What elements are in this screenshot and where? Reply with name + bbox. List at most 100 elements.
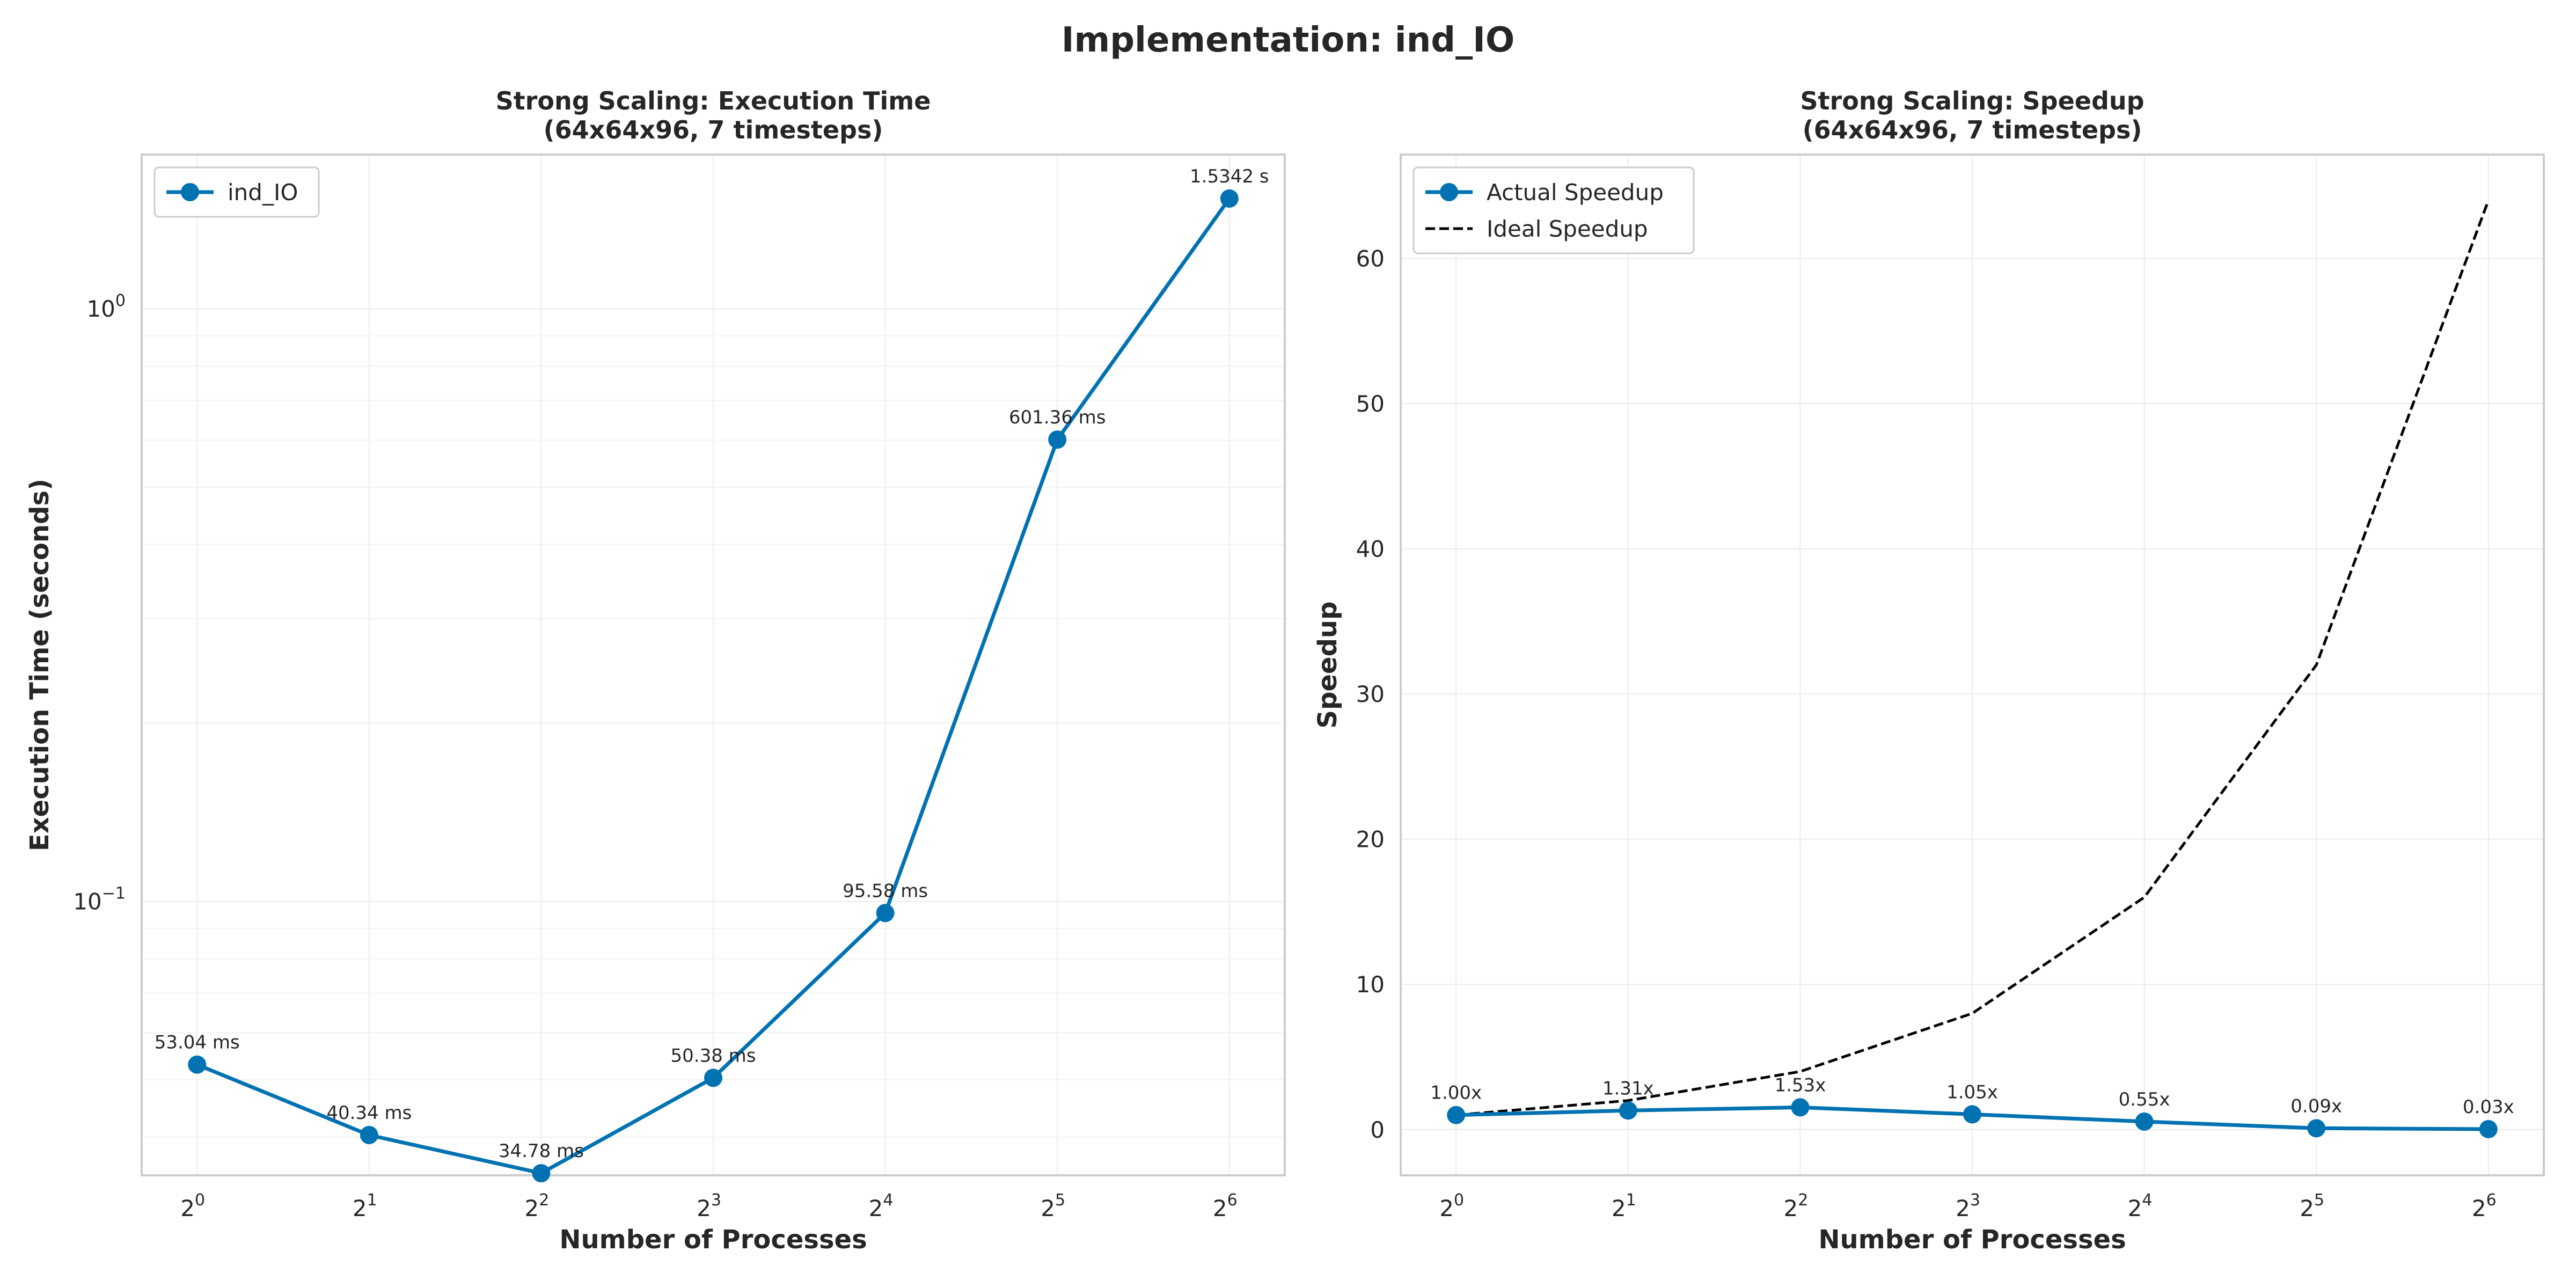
data-label: 50.38 ms — [671, 1045, 756, 1066]
x-tick-label: 26 — [2472, 1191, 2497, 1221]
data-label: 1.5342 s — [1190, 166, 1269, 187]
x-tick-label-exponent: 1 — [1626, 1191, 1636, 1210]
x-tick-label-base: 2 — [1783, 1195, 1798, 1221]
plot-frame — [1400, 153, 2545, 1176]
speedup-chart: Strong Scaling: Speedup(64x64x96, 7 time… — [1313, 86, 2545, 1255]
legend: Actual Speedup Ideal Speedup — [1413, 166, 1695, 254]
y-tick-label: 10−1 — [73, 884, 126, 915]
x-tick-label-base: 2 — [1612, 1195, 1626, 1221]
legend-entry: Actual Speedup — [1487, 179, 1664, 206]
x-tick-label: 24 — [2128, 1191, 2153, 1221]
data-label: 1.53x — [1774, 1074, 1826, 1096]
series-1 — [1455, 200, 2490, 1117]
legend-entry: ind_IO — [228, 179, 298, 206]
x-tick-label-exponent: 3 — [1970, 1191, 1980, 1210]
y-tick-label: 20 — [1356, 826, 1385, 853]
data-point — [1048, 430, 1067, 449]
x-tick-label-exponent: 0 — [195, 1191, 205, 1210]
data-label: 34.78 ms — [499, 1140, 584, 1162]
data-point — [876, 904, 895, 923]
legend: ind_IO — [153, 166, 320, 218]
data-point — [704, 1069, 722, 1087]
y-tick-label-base: 10 — [73, 889, 101, 915]
ideal-speedup-line — [1455, 200, 2490, 1117]
x-tick-label-base: 2 — [2128, 1195, 2142, 1221]
data-point — [1619, 1101, 1637, 1120]
chart-title-line-1: Strong Scaling: Execution Time — [496, 86, 931, 115]
x-tick-label: 22 — [524, 1191, 549, 1221]
x-tick-label: 25 — [1041, 1191, 1065, 1221]
x-tick-label-base: 2 — [1439, 1195, 1454, 1221]
x-tick-label-base: 2 — [1956, 1195, 1970, 1221]
x-tick-label-exponent: 2 — [1798, 1191, 1808, 1210]
x-tick-label: 26 — [1213, 1191, 1238, 1221]
y-tick-label-exponent: 0 — [115, 291, 126, 310]
y-tick-label: 50 — [1356, 391, 1385, 417]
data-label: 1.00x — [1430, 1082, 1482, 1104]
data-point — [2479, 1119, 2498, 1138]
x-tick-label: 23 — [697, 1191, 721, 1221]
execution-time-chart: Strong Scaling: Execution Time(64x64x96,… — [25, 86, 1286, 1255]
y-tick-label: 30 — [1356, 681, 1385, 707]
legend-box — [1413, 166, 1695, 254]
grid — [142, 155, 1285, 1175]
x-axis-label: Number of Processes — [559, 1225, 867, 1255]
x-tick-label: 23 — [1956, 1191, 1980, 1221]
y-axis-label: Execution Time (seconds) — [25, 479, 55, 851]
data-label: 601.36 ms — [1009, 407, 1106, 428]
data-point — [1963, 1105, 1981, 1124]
x-tick-label-base: 2 — [180, 1195, 195, 1221]
x-tick-label-exponent: 6 — [2486, 1191, 2497, 1210]
x-tick-label-base: 2 — [1213, 1195, 1227, 1221]
data-label: 53.04 ms — [155, 1032, 240, 1053]
x-tick-label-base: 2 — [869, 1195, 883, 1221]
x-tick-label-exponent: 6 — [1227, 1191, 1238, 1210]
data-label: 1.31x — [1602, 1078, 1654, 1099]
data-point — [188, 1055, 207, 1074]
chart-title-line-2: (64x64x96, 7 timesteps) — [544, 115, 883, 144]
figure-title: Implementation: ind_IO — [1062, 20, 1515, 60]
x-tick-label-base: 2 — [353, 1195, 367, 1221]
x-axis-label: Number of Processes — [1818, 1225, 2126, 1255]
data-label: 0.09x — [2290, 1095, 2342, 1117]
x-tick-label: 21 — [1612, 1191, 1636, 1221]
x-tick-label-exponent: 4 — [883, 1191, 893, 1210]
x-tick-label-exponent: 5 — [2314, 1191, 2324, 1210]
data-point — [1447, 1106, 1466, 1124]
data-label: 40.34 ms — [326, 1102, 412, 1124]
x-tick-label-base: 2 — [697, 1195, 711, 1221]
y-tick-label: 40 — [1356, 536, 1385, 562]
legend-box — [153, 166, 320, 218]
chart-title-line-2: (64x64x96, 7 timesteps) — [1803, 115, 2142, 144]
y-axis-label: Speedup — [1313, 602, 1343, 729]
x-tick-label: 21 — [353, 1191, 377, 1221]
x-tick-label: 25 — [2300, 1191, 2324, 1221]
x-tick-label-base: 2 — [2472, 1195, 2486, 1221]
x-tick-label-base: 2 — [524, 1195, 539, 1221]
data-point — [360, 1125, 378, 1144]
x-tick-label: 20 — [1439, 1191, 1464, 1221]
x-tick-label-base: 2 — [1041, 1195, 1055, 1221]
data-label: 1.05x — [1946, 1081, 1998, 1103]
data-point — [2307, 1119, 2326, 1138]
legend-marker — [181, 183, 199, 201]
chart-title-line-1: Strong Scaling: Speedup — [1800, 86, 2144, 115]
series-0: 53.04 ms 40.34 ms 34.78 ms 50.38 ms 95.58 ms… — [155, 166, 1269, 1183]
legend-marker — [1440, 183, 1458, 201]
y-tick-label-base: 10 — [86, 296, 115, 322]
x-tick-label-exponent: 5 — [1055, 1191, 1065, 1210]
data-label: 95.58 ms — [843, 880, 928, 902]
y-tick-label: 100 — [86, 291, 126, 322]
x-tick-label-exponent: 1 — [367, 1191, 377, 1210]
x-tick-label: 22 — [1783, 1191, 1808, 1221]
data-point — [2135, 1112, 2154, 1131]
data-label: 0.03x — [2463, 1096, 2514, 1118]
x-tick-label-exponent: 4 — [2142, 1191, 2152, 1210]
y-tick-label: 60 — [1356, 245, 1385, 272]
data-point — [1791, 1098, 1810, 1117]
data-label: 0.55x — [2119, 1089, 2170, 1110]
x-tick-label-exponent: 0 — [1454, 1191, 1464, 1210]
legend-entry: Ideal Speedup — [1487, 216, 1648, 242]
